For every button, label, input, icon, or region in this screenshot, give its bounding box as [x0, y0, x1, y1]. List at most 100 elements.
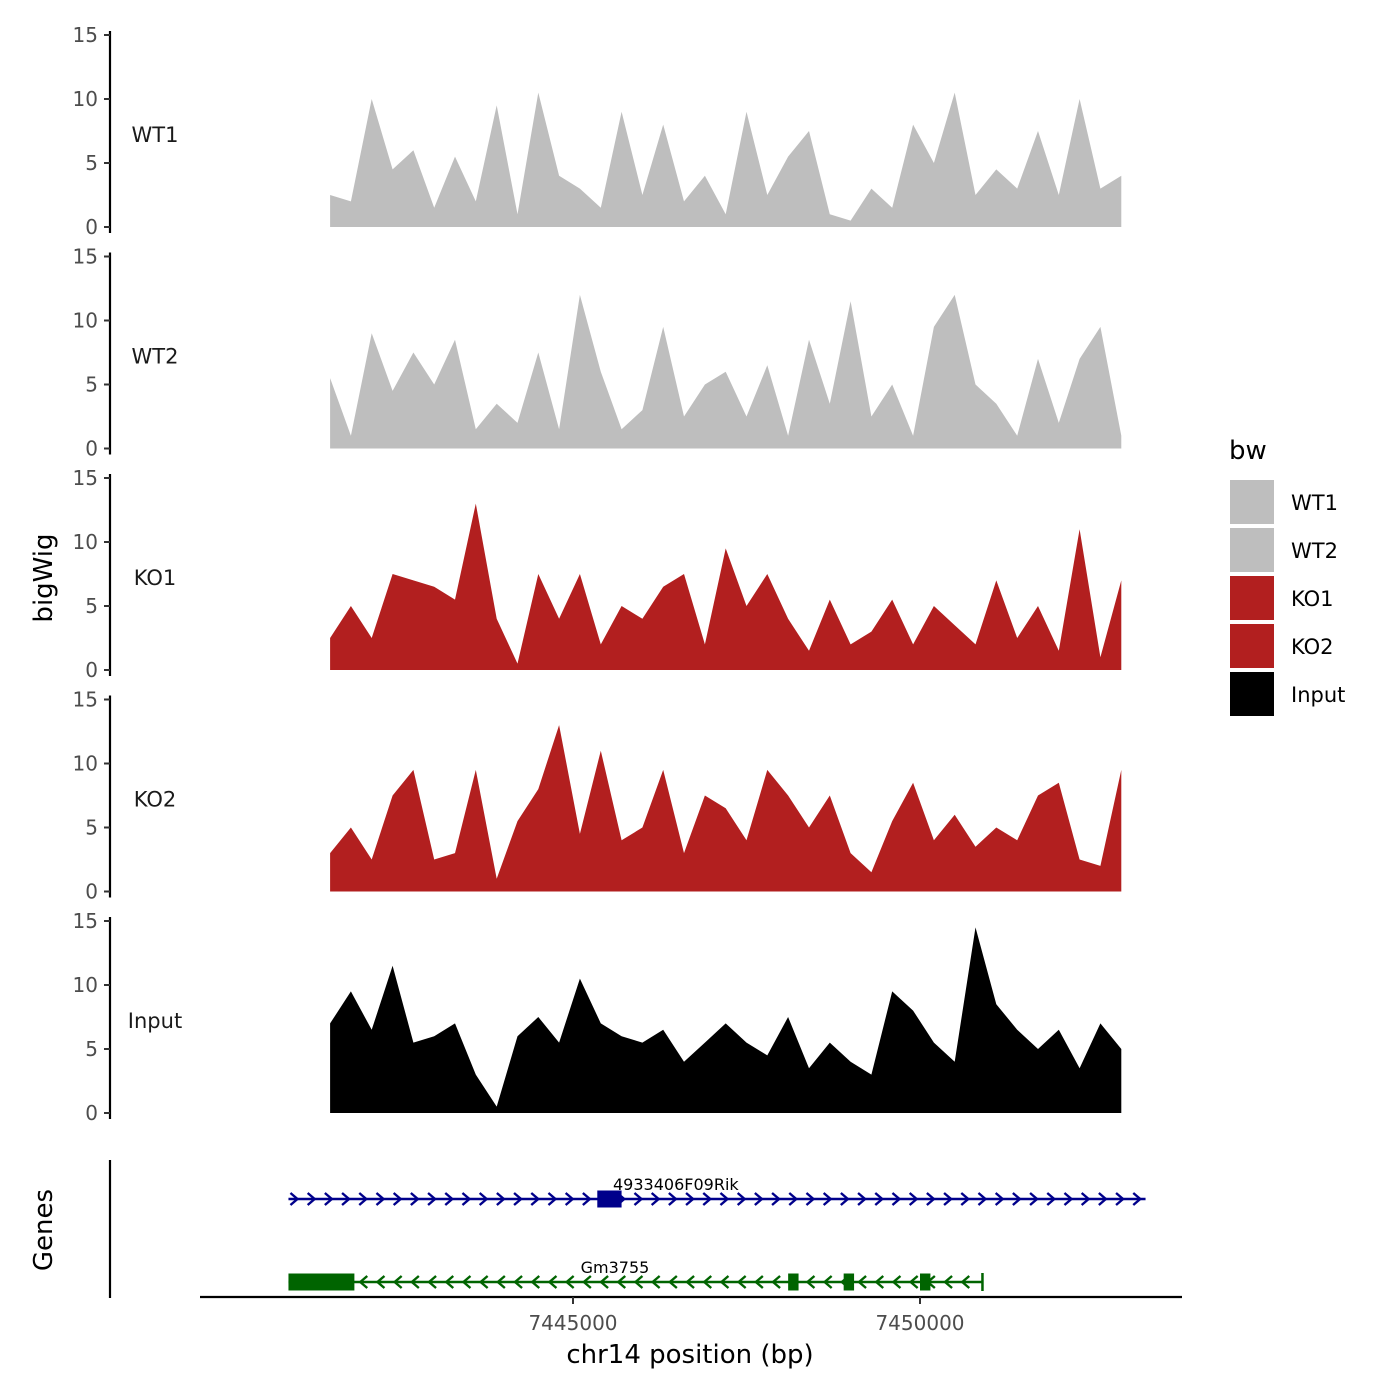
strand-chevron [1115, 1192, 1125, 1206]
strand-chevron [427, 1275, 437, 1289]
area-ko2 [330, 725, 1122, 892]
strand-chevron [616, 1275, 627, 1289]
x-tick-label: 7445000 [528, 1311, 617, 1335]
gene-exon [597, 1190, 622, 1208]
y-tick-label: 10 [73, 973, 98, 997]
strand-chevron [805, 1192, 816, 1206]
strand-chevron [1132, 1192, 1143, 1206]
strand-chevron [891, 1192, 902, 1206]
strand-chevron [840, 1192, 850, 1206]
strand-chevron [822, 1192, 833, 1206]
y-tick-label: 0 [85, 1101, 98, 1125]
y-tick-label: 15 [73, 23, 98, 47]
strand-chevron [410, 1192, 420, 1206]
strand-chevron [444, 1275, 455, 1289]
strand-chevron [530, 1275, 541, 1289]
area-wt1 [330, 92, 1122, 227]
strand-chevron [582, 1275, 592, 1289]
y-tick-label: 15 [73, 466, 98, 490]
y-tick-label: 5 [85, 594, 98, 618]
y-tick-label: 5 [85, 816, 98, 840]
strand-chevron [668, 1192, 678, 1206]
gene-4933406f09rik: 4933406F09Rik [288, 1175, 1146, 1208]
strand-chevron [1029, 1192, 1039, 1206]
track-label: Input [128, 1009, 182, 1033]
track-ko2: 0 5 10 15 KO2 [73, 688, 1122, 904]
area-ko1 [330, 503, 1122, 670]
strand-chevron [1080, 1192, 1091, 1206]
strand-chevron [478, 1275, 489, 1289]
strand-chevron [513, 1275, 523, 1289]
gene-track: 4933406F09Rik Gm3755 [108, 1160, 1146, 1298]
legend-key [1230, 576, 1274, 620]
strand-chevron [754, 1275, 764, 1289]
legend-title: bw [1229, 436, 1267, 466]
legend-key [1230, 672, 1274, 716]
y-tick-label: 10 [73, 530, 98, 554]
strand-chevron [341, 1192, 351, 1206]
strand-chevron [668, 1275, 678, 1289]
strand-chevron [633, 1192, 644, 1206]
genes-axis-title: Genes [29, 1189, 59, 1271]
gene-exon [288, 1273, 355, 1291]
strand-chevron [857, 1275, 867, 1289]
strand-chevron [392, 1275, 403, 1289]
strand-chevron [788, 1192, 799, 1206]
strand-chevron [822, 1275, 833, 1289]
bigwig-tracks: 0 5 10 15 WT1 0 5 10 15 WT2 0 5 10 15 KO1 0 5 10 15 KO2 0 5 10… [73, 23, 1122, 1125]
legend-item-ko2: KO2 [1230, 624, 1334, 668]
strand-chevron [908, 1192, 919, 1206]
track-wt2: 0 5 10 15 WT2 [73, 245, 1122, 461]
y-tick-label: 5 [85, 151, 98, 175]
strand-chevron [943, 1275, 953, 1289]
strand-chevron [324, 1192, 334, 1206]
strand-chevron [547, 1192, 558, 1206]
track-ko1: 0 5 10 15 KO1 [73, 466, 1122, 682]
strand-chevron [392, 1192, 403, 1206]
track-input: 0 5 10 15 Input [73, 909, 1122, 1125]
strand-chevron [650, 1192, 661, 1206]
legend-item-input: Input [1230, 672, 1345, 716]
strand-chevron [874, 1192, 885, 1206]
track-label: KO2 [134, 788, 177, 812]
strand-chevron [358, 1275, 369, 1289]
strand-chevron [564, 1275, 575, 1289]
strand-chevron [650, 1275, 661, 1289]
y-tick-label: 0 [85, 215, 98, 239]
strand-chevron [599, 1275, 609, 1289]
strand-chevron [1046, 1192, 1057, 1206]
strand-chevron [1098, 1192, 1108, 1206]
strand-chevron [306, 1192, 317, 1206]
strand-chevron [943, 1192, 953, 1206]
area-input [330, 927, 1122, 1113]
strand-chevron [805, 1275, 816, 1289]
strand-chevron [633, 1275, 644, 1289]
strand-chevron [496, 1275, 506, 1289]
strand-chevron [427, 1192, 437, 1206]
strand-chevron [736, 1275, 747, 1289]
area-wt2 [330, 294, 1122, 449]
x-tick-label: 7450000 [875, 1311, 964, 1335]
strand-chevron [771, 1192, 781, 1206]
strand-chevron [478, 1192, 489, 1206]
strand-chevron [582, 1192, 592, 1206]
gene-exon [788, 1273, 799, 1291]
track-wt1: 0 5 10 15 WT1 [73, 23, 1122, 239]
strand-chevron [994, 1192, 1005, 1206]
y-tick-label: 15 [73, 688, 98, 712]
legend-label: WT2 [1291, 539, 1338, 563]
strand-chevron [960, 1275, 971, 1289]
y-tick-label: 0 [85, 437, 98, 461]
strand-chevron [857, 1192, 867, 1206]
y-tick-label: 10 [73, 309, 98, 333]
legend-key [1230, 480, 1274, 524]
gene-gm3755: Gm3755 [288, 1258, 984, 1291]
legend-label: KO1 [1291, 587, 1334, 611]
legend: bw WT1 WT2 KO1 KO2 Input [1229, 436, 1345, 716]
legend-label: Input [1291, 683, 1345, 707]
legend-key [1230, 624, 1274, 668]
strand-chevron [496, 1192, 506, 1206]
strand-chevron [891, 1275, 902, 1289]
strand-chevron [926, 1192, 936, 1206]
legend-label: KO2 [1291, 635, 1334, 659]
